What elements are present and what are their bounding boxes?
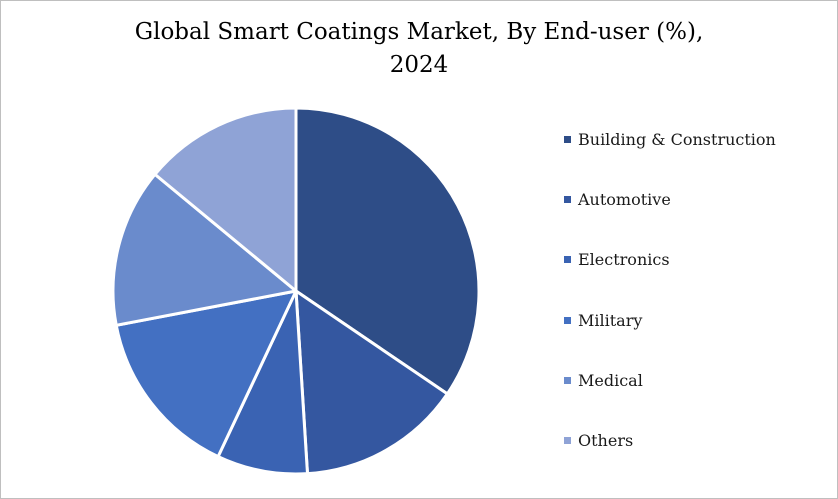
legend-label: Military xyxy=(578,310,643,330)
legend-label: Others xyxy=(578,430,634,450)
legend-label: Automotive xyxy=(578,190,671,210)
legend-item: Medical xyxy=(560,367,776,427)
legend-label: Building & Construction xyxy=(578,130,776,149)
chart-title-line-1: Global Smart Coatings Market, By End-use… xyxy=(134,19,704,45)
pie-slice-electronics xyxy=(216,289,309,476)
pie-slice-medical xyxy=(111,172,298,327)
pie-slice-building-construction xyxy=(294,106,481,396)
pie-slice-others xyxy=(153,106,298,293)
legend-swatch xyxy=(564,256,571,264)
legend-item: Automotive xyxy=(560,186,776,246)
legend-item: Building & Construction xyxy=(560,126,776,186)
chart-title: Global Smart Coatings Market, By End-use… xyxy=(0,16,838,82)
legend-swatch xyxy=(564,316,571,324)
legend: Building & Construction Automotive Elect… xyxy=(560,126,776,487)
chart-title-line-2: 2024 xyxy=(389,52,449,78)
legend-item: Others xyxy=(560,427,776,487)
legend-swatch xyxy=(564,376,571,384)
pie-slice-military xyxy=(114,289,298,459)
legend-swatch xyxy=(564,136,571,143)
legend-swatch xyxy=(564,436,571,444)
pie-slice-automotive xyxy=(294,289,449,476)
legend-swatch xyxy=(564,196,571,204)
legend-item: Electronics xyxy=(560,246,776,306)
legend-label: Medical xyxy=(578,370,643,390)
legend-item: Military xyxy=(560,307,776,367)
legend-label: Electronics xyxy=(578,250,670,270)
